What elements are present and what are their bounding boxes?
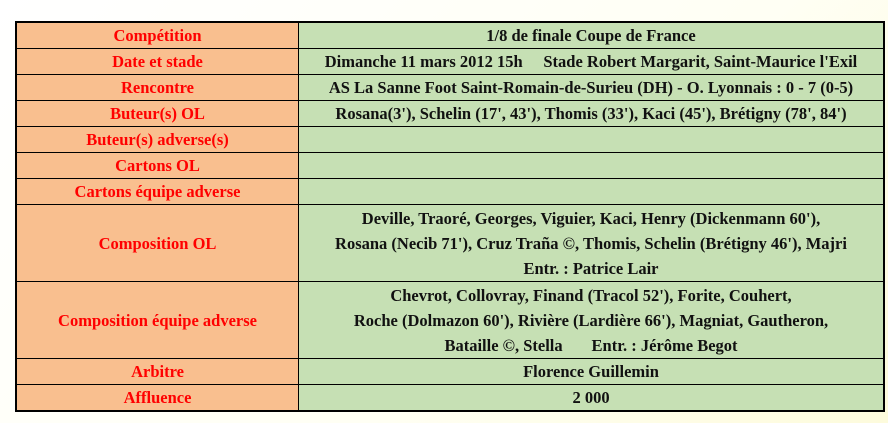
row-value: 1/8 de finale Coupe de France (298, 21, 885, 49)
value-line: Chevrot, Collovray, Finand (Tracol 52'),… (390, 285, 792, 305)
match-sheet-table: Compétition 1/8 de finale Coupe de France… (15, 21, 885, 412)
row-label: Affluence (15, 384, 299, 412)
value-line: Florence Guillemin (523, 362, 659, 381)
row-opponent-lineup: Composition équipe adverse Chevrot, Collo… (15, 281, 885, 359)
value-line: Rosana(3'), Schelin (17', 43'), Thomis (… (335, 104, 847, 123)
value-line: Rosana (Necib 71'), Cruz Traña ©, Thomis… (335, 233, 847, 253)
row-ol-cards: Cartons OL (15, 152, 885, 179)
row-opponent-cards: Cartons équipe adverse (15, 178, 885, 205)
row-value (298, 126, 885, 153)
row-label: Buteur(s) OL (15, 100, 299, 127)
value-line: Deville, Traoré, Georges, Viguier, Kaci,… (361, 208, 821, 228)
row-referee: Arbitre Florence Guillemin (15, 358, 885, 385)
row-label: Cartons équipe adverse (15, 178, 299, 205)
row-date-stadium: Date et stade Dimanche 11 mars 2012 15h S… (15, 48, 885, 75)
value-line: 2 000 (572, 388, 610, 407)
row-ol-lineup: Composition OL Deville, Traoré, Georges, … (15, 204, 885, 282)
row-value: Deville, Traoré, Georges, Viguier, Kaci,… (298, 204, 885, 282)
row-value (298, 178, 885, 205)
row-attendance: Affluence 2 000 (15, 384, 885, 412)
row-competition: Compétition 1/8 de finale Coupe de France (15, 21, 885, 49)
row-value: AS La Sanne Foot Saint-Romain-de-Surieu … (298, 74, 885, 101)
row-ol-scorers: Buteur(s) OL Rosana(3'), Schelin (17', 43… (15, 100, 885, 127)
row-label: Cartons OL (15, 152, 299, 179)
row-value: Dimanche 11 mars 2012 15h Stade Robert M… (298, 48, 885, 75)
value-line: Roche (Dolmazon 60'), Rivière (Lardière … (353, 310, 829, 330)
row-value: Rosana(3'), Schelin (17', 43'), Thomis (… (298, 100, 885, 127)
row-value: Florence Guillemin (298, 358, 885, 385)
row-label: Date et stade (15, 48, 299, 75)
row-label: Compétition (15, 21, 299, 49)
row-label: Arbitre (15, 358, 299, 385)
value-line: Entr. : Patrice Lair (523, 258, 659, 278)
row-label: Buteur(s) adverse(s) (15, 126, 299, 153)
row-label: Composition équipe adverse (15, 281, 299, 359)
row-label: Composition OL (15, 204, 299, 282)
value-line: Bataille ©, Stella Entr. : Jérôme Begot (444, 335, 738, 355)
value-line: AS La Sanne Foot Saint-Romain-de-Surieu … (328, 78, 854, 97)
value-line: 1/8 de finale Coupe de France (486, 26, 696, 45)
row-label: Rencontre (15, 74, 299, 101)
row-value: 2 000 (298, 384, 885, 412)
row-value: Chevrot, Collovray, Finand (Tracol 52'),… (298, 281, 885, 359)
row-opponent-scorers: Buteur(s) adverse(s) (15, 126, 885, 153)
row-match: Rencontre AS La Sanne Foot Saint-Romain-d… (15, 74, 885, 101)
row-value (298, 152, 885, 179)
value-line: Dimanche 11 mars 2012 15h Stade Robert M… (324, 52, 858, 71)
